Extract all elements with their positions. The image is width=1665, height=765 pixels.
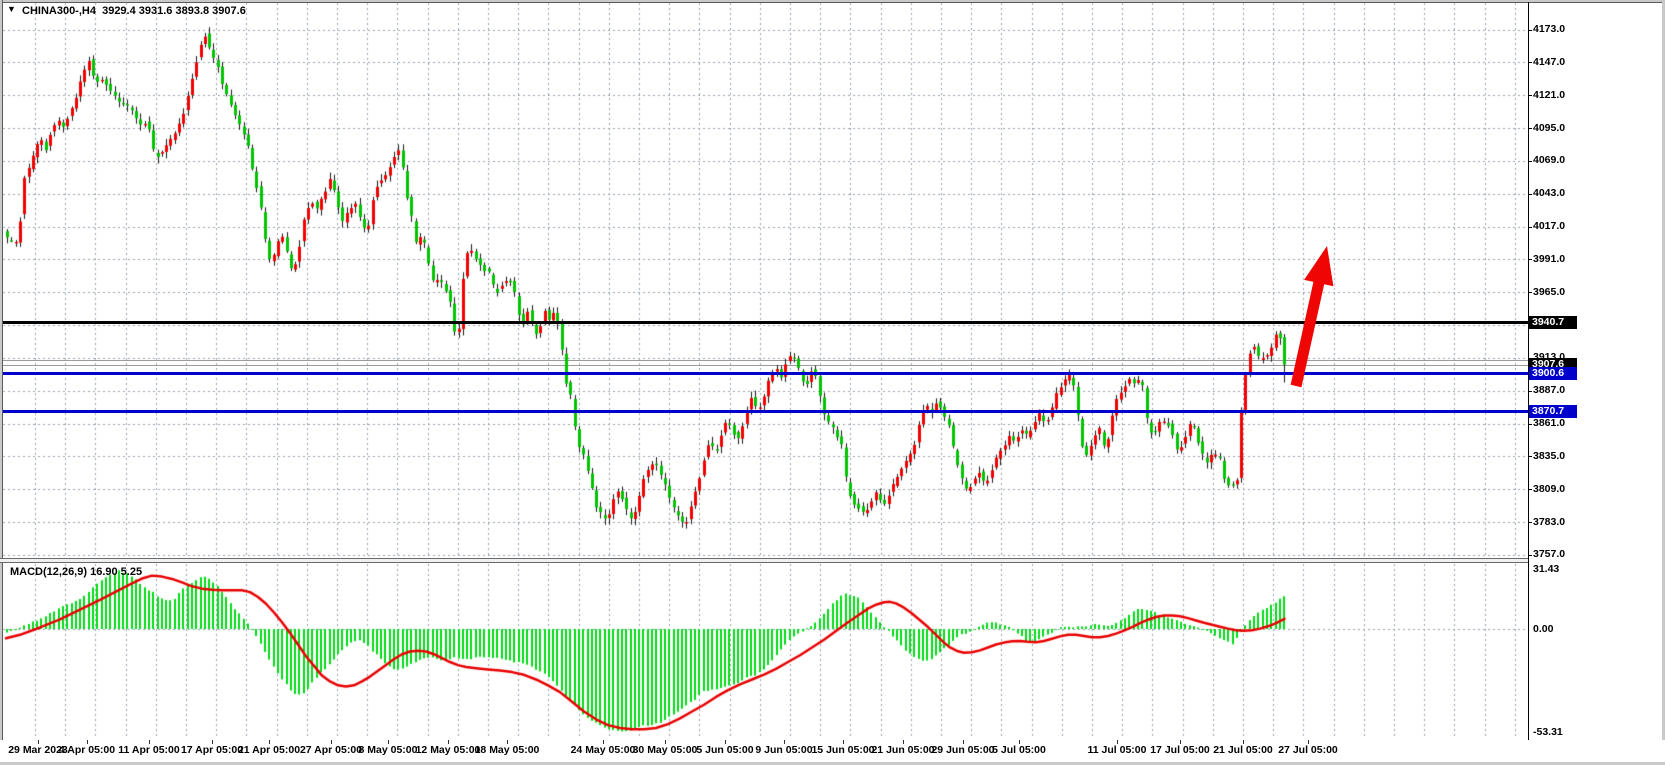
date-tick-mark: [507, 740, 508, 744]
date-label: 29 Jun 05:00: [931, 744, 995, 756]
date-tick-mark: [603, 740, 604, 744]
date-tick-mark: [1243, 740, 1244, 744]
macd-axis[interactable]: 31.43 0.00 -53.31: [1529, 558, 1665, 740]
price-tick-mark: [1528, 292, 1532, 293]
price-axis[interactable]: 4173.0 4147.0 4121.0 4095.0 4069.0 4043.0 4017…: [1528, 0, 1665, 740]
pane-splitter[interactable]: [0, 558, 1529, 563]
date-tick-mark: [448, 740, 449, 744]
date-label: 24 May 05:00: [570, 744, 636, 756]
price-tick-mark: [1528, 95, 1532, 96]
date-tick-mark: [725, 740, 726, 744]
price-tick-mark: [1528, 62, 1532, 63]
date-tick-mark: [149, 740, 150, 744]
date-label: 29 Mar 2023: [8, 744, 68, 756]
price-tick-label: 3991.0: [1533, 253, 1566, 265]
support-line-3870[interactable]: [3, 410, 1528, 413]
macd-tick-label: 31.43: [1533, 563, 1560, 575]
date-tick-mark: [963, 740, 964, 744]
price-badge-3900.6: 3900.6: [1529, 367, 1577, 380]
macd-tick-label: 0.00: [1533, 623, 1554, 635]
date-label: 21 Jul 05:00: [1213, 744, 1273, 756]
date-label: 21 Apr 05:00: [237, 744, 301, 756]
price-tick-mark: [1528, 424, 1532, 425]
up-arrow-shape[interactable]: [1290, 246, 1334, 388]
price-tick-mark: [1528, 30, 1532, 31]
date-tick-mark: [1180, 740, 1181, 744]
price-badge-3940.7: 3940.7: [1529, 316, 1577, 329]
resistance-line-3940[interactable]: [3, 321, 1528, 324]
date-tick-mark: [665, 740, 666, 744]
date-label: 21 Jun 05:00: [871, 744, 935, 756]
price-tick-mark: [1528, 259, 1532, 260]
date-tick-mark: [1019, 740, 1020, 744]
date-label: 18 May 05:00: [474, 744, 540, 756]
chart-title-ohlc: CHINA300-,H4 3929.4 3931.6 3893.8 3907.6: [22, 5, 246, 17]
date-label: 17 Jul 05:00: [1150, 744, 1210, 756]
price-tick-mark: [1528, 128, 1532, 129]
price-tick-mark: [1528, 194, 1532, 195]
price-tick-label: 3965.0: [1533, 286, 1566, 298]
macd-indicator-label: MACD(12,26,9) 16.90 5.25: [10, 566, 143, 578]
date-label: 30 May 05:00: [632, 744, 698, 756]
date-tick-mark: [38, 740, 39, 744]
date-label: 5 Jul 05:00: [992, 744, 1046, 756]
date-label: 12 May 05:00: [415, 744, 481, 756]
macd-tick-label: -53.31: [1533, 726, 1563, 738]
price-tick-label: 4017.0: [1533, 220, 1566, 232]
time-axis[interactable]: 29 Mar 2023 4 Apr 05:00 11 Apr 05:00 17 Apr…: [0, 740, 1665, 762]
price-tick-label: 4043.0: [1533, 187, 1566, 199]
date-tick-mark: [1117, 740, 1118, 744]
date-label: 27 Apr 05:00: [299, 744, 363, 756]
date-label: 8 May 05:00: [358, 744, 418, 756]
date-tick-mark: [87, 740, 88, 744]
date-label: 4 Apr 05:00: [58, 744, 116, 756]
date-tick-mark: [784, 740, 785, 744]
date-tick-mark: [269, 740, 270, 744]
price-tick-label: 4095.0: [1533, 122, 1566, 134]
price-tick-mark: [1528, 391, 1532, 392]
price-tick-mark: [1528, 161, 1532, 162]
price-tick-label: 3757.0: [1533, 548, 1566, 560]
price-tick-mark: [1528, 555, 1532, 556]
price-axis-border: [1528, 2, 1529, 740]
price-tick-mark: [1528, 522, 1532, 523]
price-badge-3870.7: 3870.7: [1529, 405, 1577, 418]
price-tick-label: 4147.0: [1533, 56, 1566, 68]
date-label: 11 Jul 05:00: [1087, 744, 1147, 756]
price-tick-label: 3861.0: [1533, 417, 1566, 429]
date-label: 11 Apr 05:00: [118, 744, 180, 756]
price-tick-label: 4069.0: [1533, 154, 1566, 166]
support-line-3900[interactable]: [3, 372, 1528, 375]
price-tick-mark: [1528, 489, 1532, 490]
symbol-dropdown-icon[interactable]: ▼: [7, 4, 16, 14]
date-label: 15 Jun 05:00: [811, 744, 875, 756]
date-label: 27 Jul 05:00: [1278, 744, 1338, 756]
date-label: 5 Jun 05:00: [696, 744, 754, 756]
price-tick-mark: [1528, 227, 1532, 228]
date-label: 17 Apr 05:00: [180, 744, 244, 756]
date-tick-mark: [1308, 740, 1309, 744]
date-tick-mark: [843, 740, 844, 744]
price-tick-mark: [1528, 456, 1532, 457]
date-tick-mark: [331, 740, 332, 744]
date-tick-mark: [903, 740, 904, 744]
price-tick-label: 3809.0: [1533, 483, 1566, 495]
date-tick-mark: [388, 740, 389, 744]
price-tick-label: 3887.0: [1533, 384, 1566, 396]
price-tick-label: 3835.0: [1533, 450, 1566, 462]
date-label: 9 Jun 05:00: [755, 744, 813, 756]
date-tick-mark: [212, 740, 213, 744]
price-tick-label: 4173.0: [1533, 23, 1566, 35]
price-tick-label: 3783.0: [1533, 516, 1566, 528]
price-tick-label: 4121.0: [1533, 89, 1566, 101]
